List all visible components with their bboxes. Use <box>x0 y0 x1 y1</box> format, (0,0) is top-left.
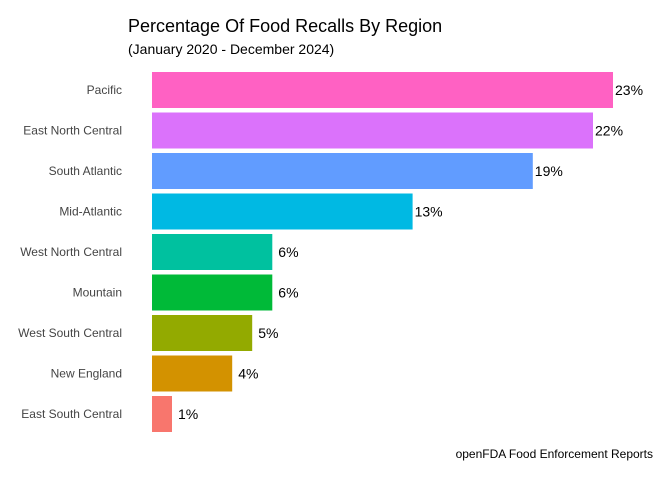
chart-caption: openFDA Food Enforcement Reports <box>456 447 653 461</box>
bar-south-atlantic <box>152 153 533 189</box>
data-label: 13% <box>415 204 443 220</box>
data-label: 4% <box>238 366 258 382</box>
y-tick-label: West North Central <box>20 245 122 259</box>
chart-title: Percentage Of Food Recalls By Region <box>128 16 442 36</box>
y-tick-label: East North Central <box>23 124 122 138</box>
bar-west-south-central <box>152 315 253 351</box>
y-tick-label: Pacific <box>87 83 122 97</box>
y-tick-label: East South Central <box>21 407 122 421</box>
y-tick-label: West South Central <box>18 326 122 340</box>
y-tick-label: New England <box>51 367 122 381</box>
plot-area: Pacific 23% East North Central 22% South Atl… <box>18 72 643 432</box>
data-label: 6% <box>278 244 298 260</box>
data-label: 22% <box>595 123 623 139</box>
bar-new-england <box>152 355 233 392</box>
y-tick-label: Mid-Atlantic <box>59 205 122 219</box>
chart-subtitle: (January 2020 - December 2024) <box>128 41 334 57</box>
data-label: 6% <box>278 285 298 301</box>
data-label: 5% <box>258 325 278 341</box>
bar-pacific <box>152 72 613 108</box>
data-label: 19% <box>535 163 563 179</box>
bar-mid-atlantic <box>152 193 413 230</box>
data-label: 23% <box>615 82 643 98</box>
bar-west-north-central <box>152 234 273 270</box>
bar-mountain <box>152 274 273 311</box>
y-tick-label: Mountain <box>73 286 122 300</box>
data-label: 1% <box>178 406 198 422</box>
bar-east-south-central <box>152 396 172 432</box>
bar-east-north-central <box>152 112 593 149</box>
y-tick-label: South Atlantic <box>49 164 122 178</box>
